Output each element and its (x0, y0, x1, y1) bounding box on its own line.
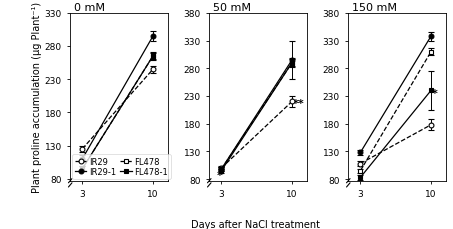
Y-axis label: Plant proline accumulation (μg Plant⁻¹): Plant proline accumulation (μg Plant⁻¹) (32, 2, 42, 192)
Text: 50 mM: 50 mM (213, 3, 251, 13)
Text: *: * (432, 89, 438, 99)
Text: Days after NaCl treatment: Days after NaCl treatment (192, 219, 320, 229)
Text: 0 mM: 0 mM (74, 3, 105, 13)
Text: 150 mM: 150 mM (352, 3, 397, 13)
Text: **: ** (293, 98, 305, 108)
Text: *: * (217, 170, 223, 180)
Legend: IR29, IR29-1, FL478, FL478-1: IR29, IR29-1, FL478, FL478-1 (72, 154, 171, 179)
